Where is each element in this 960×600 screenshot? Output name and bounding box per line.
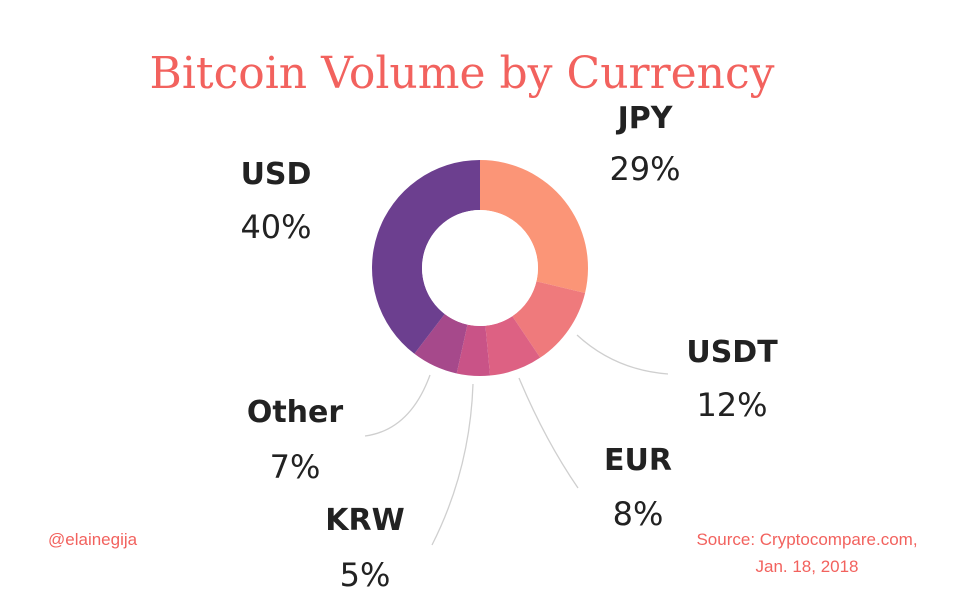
- slice-usdt: [512, 281, 586, 358]
- value-label-usdt: 12%: [696, 386, 767, 424]
- value-label-eur: 8%: [613, 495, 664, 533]
- category-label-usd: USD: [241, 157, 312, 192]
- slice-krw: [456, 324, 491, 376]
- source-line-1: Source: Cryptocompare.com,: [696, 530, 917, 549]
- value-label-jpy: 29%: [609, 150, 680, 188]
- donut-hole: [422, 210, 538, 326]
- leader-line-eur: [518, 377, 579, 489]
- source-line-2: Jan. 18, 2018: [755, 557, 858, 576]
- category-label-usdt: USDT: [686, 335, 778, 370]
- value-label-other: 7%: [270, 448, 321, 486]
- value-label-usd: 40%: [240, 208, 311, 246]
- leader-line-other: [364, 374, 431, 437]
- author-handle: @elainegija: [48, 530, 138, 549]
- category-label-krw: KRW: [325, 503, 404, 538]
- leader-line-usdt: [576, 334, 669, 375]
- slice-eur: [485, 316, 541, 376]
- slice-usd: [371, 160, 480, 354]
- donut-slices: [371, 160, 588, 376]
- category-label-other: Other: [247, 395, 344, 430]
- value-label-krw: 5%: [340, 556, 391, 594]
- category-label-eur: EUR: [604, 443, 672, 478]
- category-label-jpy: JPY: [616, 101, 674, 136]
- chart-title: Bitcoin Volume by Currency: [150, 48, 775, 99]
- slice-jpy: [480, 160, 588, 293]
- leader-lines: [364, 334, 669, 546]
- slice-other: [414, 314, 468, 374]
- leader-line-krw: [431, 383, 474, 546]
